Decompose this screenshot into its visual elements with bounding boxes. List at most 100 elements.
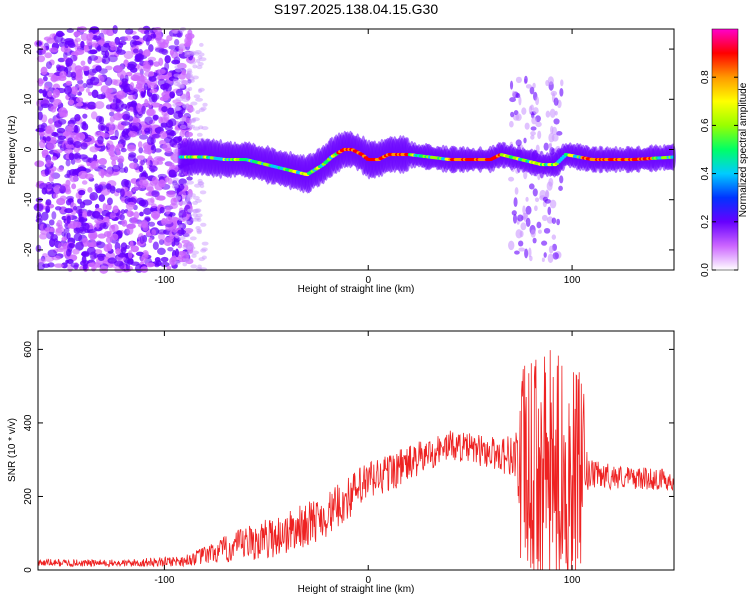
spectrogram-speckle	[122, 113, 131, 121]
y-tick-label: 0	[23, 146, 34, 152]
spectrogram-speckle	[106, 221, 111, 227]
spectrogram-speckle	[198, 180, 204, 185]
spectrogram-speckle	[197, 264, 202, 269]
spectrogram-y-axis-label: Frequency (Hz)	[7, 116, 18, 185]
spectrogram-speckle	[95, 220, 100, 229]
spectrogram-speckle	[517, 214, 524, 222]
spectrogram-speckle	[193, 94, 201, 99]
spectrogram-speckle	[63, 85, 72, 95]
spectrogram-speckle	[109, 150, 116, 158]
spectrogram-speckle	[86, 209, 92, 217]
spectrogram-speckle	[105, 104, 112, 110]
spectrogram-speckle	[64, 40, 69, 49]
spectrogram-speckle	[129, 82, 135, 91]
spectrogram-speckle	[136, 103, 141, 113]
spectrogram-speckle	[77, 83, 84, 89]
spectrogram-speckle	[87, 242, 94, 249]
spectrogram-speckle	[78, 189, 86, 196]
spectrogram-speckle	[74, 37, 81, 43]
spectrogram-speckle	[45, 183, 55, 190]
spectrogram-speckle	[535, 121, 542, 128]
spectrogram-speckle	[70, 132, 81, 139]
spectrogram-speckle	[143, 251, 148, 257]
spectrogram-speckle	[87, 262, 96, 268]
spectrogram-speckle	[87, 91, 93, 96]
spectrogram-speckle	[132, 41, 142, 46]
spectrogram-speckle	[74, 114, 81, 122]
spectrogram-speckle	[128, 131, 138, 138]
spectrogram-speckle	[520, 222, 527, 231]
spectrogram-speckle	[157, 229, 167, 235]
spectrogram-speckle	[64, 148, 74, 154]
x-tick-label: 0	[365, 275, 371, 286]
spectrogram-speckle	[552, 252, 559, 260]
spectrogram-speckle	[542, 196, 548, 202]
spectrogram-speckle	[525, 84, 532, 89]
spectrogram-speckle	[172, 29, 179, 34]
spectrogram-speckle	[44, 167, 50, 177]
spectrogram-speckle	[98, 116, 105, 125]
spectrogram-speckle	[47, 249, 57, 258]
spectrogram-speckle	[94, 101, 105, 110]
spectrogram-speckle	[197, 61, 204, 66]
spectrogram-speckle	[547, 206, 552, 216]
spectrogram-speckle	[143, 49, 151, 57]
spectrogram-speckle	[169, 91, 176, 99]
spectrogram-speckle	[559, 175, 564, 184]
spectrogram-speckle	[113, 79, 123, 86]
spectrogram-speckle	[87, 186, 93, 193]
spectrogram-speckle	[525, 196, 529, 202]
spectrogram-speckle	[166, 190, 176, 198]
spectrogram-speckle	[535, 96, 540, 106]
spectrogram-speckle	[101, 50, 107, 56]
spectrogram-speckle	[151, 229, 157, 236]
spectrogram-speckle	[74, 49, 85, 55]
spectrogram-speckle	[178, 224, 183, 229]
spectrogram-speckle	[80, 40, 85, 49]
spectrogram-speckle	[192, 64, 198, 69]
spectrogram-speckle	[83, 44, 90, 53]
spectrogram-speckle	[91, 210, 101, 219]
spectrogram-speckle	[124, 35, 133, 41]
spectrogram-speckle	[143, 207, 152, 215]
spectrogram-speckle	[102, 203, 107, 212]
spectrogram-speckle	[172, 103, 180, 108]
spectrogram-speckle	[103, 244, 110, 252]
spectrogram-speckle	[198, 57, 207, 62]
spectrogram-speckle	[515, 113, 522, 122]
spectrogram-speckle	[186, 70, 193, 75]
colorbar-ticks: 0.0 0.2 0.4 0.6 0.8	[700, 70, 738, 277]
spectrogram-speckle	[98, 68, 108, 74]
spectrogram-speckle	[190, 107, 195, 112]
spectrogram-speckle	[532, 188, 538, 197]
spectrogram-speckle	[150, 203, 157, 209]
spectrogram-speckle	[137, 27, 145, 33]
spectrogram-speckle	[39, 233, 48, 240]
spectrogram-speckle	[100, 125, 105, 132]
spectrogram-speckle	[157, 78, 166, 87]
spectrogram-speckle	[143, 144, 151, 153]
spectrogram-speckle	[112, 112, 123, 121]
spectrogram-speckle	[139, 134, 149, 140]
spectrogram-speckle	[551, 217, 557, 224]
spectrogram-speckle	[45, 159, 52, 167]
spectrogram-speckle	[52, 88, 61, 98]
spectrogram-speckle	[189, 236, 197, 241]
spectrogram-speckle	[79, 201, 86, 209]
spectrogram-speckle	[115, 248, 121, 255]
spectrogram-speckle	[132, 35, 140, 40]
spectrogram-speckle	[160, 115, 169, 124]
spectrogram-speckle	[514, 187, 519, 195]
spectrogram-speckle	[534, 197, 540, 203]
spectrogram-speckle	[111, 223, 119, 233]
spectrogram-speckle	[58, 107, 68, 117]
snr-panel: -100 0 100 0 200 400 600 Height of straight li…	[7, 330, 675, 595]
spectrogram-speckle	[186, 180, 194, 185]
spectrogram-speckle	[159, 206, 165, 214]
spectrogram-speckle	[96, 45, 102, 52]
spectrogram-speckle	[188, 86, 193, 91]
spectrogram-speckle	[143, 83, 149, 91]
spectrogram-speckle	[179, 117, 187, 122]
spectrogram-speckle	[546, 216, 554, 224]
